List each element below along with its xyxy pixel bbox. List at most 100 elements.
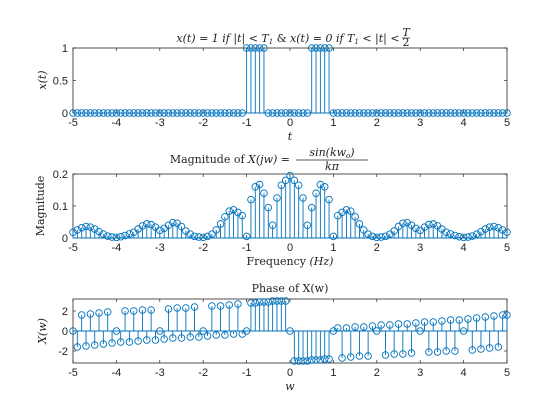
p3-stem-marker <box>468 346 477 354</box>
p2-stem-marker <box>255 180 264 189</box>
p2-stem-marker <box>138 222 147 230</box>
p2-stem-marker <box>351 213 359 221</box>
p1-xtick-label: -2 <box>198 117 208 129</box>
panel1-ylabel: x(t) <box>36 70 49 89</box>
panel1-xticks: -5 -4 -3 -2 -1 0 1 2 3 4 5 <box>68 48 510 129</box>
p2-xtick-label: 2 <box>374 242 380 254</box>
panel1-stems <box>69 44 511 117</box>
p2-stem-marker <box>477 227 485 236</box>
p3-stem-marker <box>351 323 359 331</box>
p2-stem-marker <box>277 181 286 189</box>
panel1-title: x(t) = 1 if |t| < T1 & x(t) = 0 if T1 < … <box>176 32 399 46</box>
p2-stem-marker <box>290 176 299 185</box>
p1-xtick-label: 2 <box>374 117 380 129</box>
p2-stem-marker <box>312 189 320 197</box>
p3-stem-marker <box>169 334 177 342</box>
panel1-title-frac-num: T <box>402 26 411 39</box>
p2-xtick-label: -4 <box>112 242 122 254</box>
p3-xtick-label: -2 <box>198 367 208 379</box>
p2-stem-marker <box>403 218 411 227</box>
p2-stem-marker <box>381 232 390 241</box>
p2-stem-marker <box>455 232 464 241</box>
p2-stem-marker <box>121 231 129 240</box>
p3-xtick-label: 3 <box>417 367 423 379</box>
p2-xtick-label: 4 <box>461 242 467 254</box>
p2-stem-marker <box>116 232 125 241</box>
p2-stem-marker <box>451 231 459 240</box>
p3-stem-marker <box>303 357 312 365</box>
p3-xtick-label: 0 <box>287 367 293 379</box>
panel1-yticks: 00.51 <box>53 43 507 120</box>
p3-stem-marker <box>195 333 203 341</box>
p3-stem-marker <box>225 301 233 309</box>
p3-stem-marker <box>451 347 459 355</box>
p3-stem-marker <box>294 357 303 365</box>
p3-stem-marker <box>134 337 142 345</box>
p1-ytick-label: 0 <box>62 108 68 120</box>
p3-xtick-label: 1 <box>330 367 336 379</box>
p2-stem-marker <box>320 183 329 191</box>
panel2-title: Magnitude of X(jw) = <box>170 153 290 166</box>
p2-stem-marker <box>390 227 398 235</box>
p2-stem-marker <box>464 233 472 241</box>
p3-stem-marker <box>268 297 277 305</box>
p2-stem-marker <box>399 219 407 228</box>
p3-stem-marker <box>464 315 472 323</box>
p1-stem-marker <box>316 44 325 52</box>
p3-stem-marker <box>386 321 394 329</box>
p2-stem-marker <box>190 232 199 241</box>
p2-stem-marker <box>360 226 368 234</box>
panel3-xlabel: w <box>285 380 295 393</box>
p1-xtick-label: -5 <box>68 117 78 129</box>
p1-xtick-label: 1 <box>330 117 336 129</box>
p3-xtick-label: 5 <box>504 367 510 379</box>
p3-stem-marker <box>273 297 281 305</box>
p2-stem-marker <box>307 203 316 212</box>
p1-xtick-label: -4 <box>112 117 122 129</box>
p3-stem-marker <box>143 336 151 344</box>
p2-stem-marker <box>164 221 173 229</box>
p2-stem-marker <box>156 226 164 235</box>
p1-xtick-label: -3 <box>155 117 165 129</box>
p3-stem-marker <box>164 305 173 313</box>
p2-stem-marker <box>273 194 281 202</box>
p2-xtick-label: -5 <box>68 242 78 254</box>
p2-stem-marker <box>208 230 216 238</box>
p2-stem-marker <box>425 220 433 229</box>
p3-stem-marker <box>320 355 329 363</box>
p2-stem-marker <box>355 220 364 228</box>
p1-stem-marker <box>312 44 320 52</box>
p2-stem-marker <box>216 220 225 228</box>
p3-stem-marker <box>130 307 138 315</box>
p2-stem-marker <box>69 228 77 236</box>
p1-stem-marker <box>242 44 251 52</box>
panel2-yticks: 0 0.1 0.2 <box>53 169 507 245</box>
p3-stem-marker <box>208 302 216 310</box>
p3-stem-marker <box>433 348 442 356</box>
p2-stem-marker <box>338 208 346 217</box>
p3-stem-marker <box>186 333 194 341</box>
p3-stem-marker <box>494 343 503 351</box>
p2-stem-marker <box>429 220 437 228</box>
panel3-title: Phase of X(w) <box>252 282 329 295</box>
p2-stem-marker <box>442 228 450 236</box>
p3-stem-marker <box>216 302 225 310</box>
p3-stem-marker <box>82 342 90 350</box>
p2-stem-marker <box>377 233 385 241</box>
p3-stem-marker <box>403 320 411 328</box>
p2-stem-marker <box>459 233 468 242</box>
panel-phase: Phase of X(w) -5 -4 -3 -2 -1 0 1 2 3 4 5 -2 0 2 w X(… <box>36 282 511 393</box>
p2-stem-marker <box>303 221 312 229</box>
p3-stem-marker <box>429 318 437 326</box>
p2-stem-marker <box>242 232 251 241</box>
p3-stem-marker <box>116 338 125 346</box>
p2-stem-marker <box>221 213 229 221</box>
panel-magnitude: Magnitude of X(jw) = sin(kwo) kπ -5 -4 -3-… <box>34 146 511 268</box>
p3-stem-marker <box>381 351 390 359</box>
p2-stem-marker <box>485 223 494 231</box>
p2-ytick-label: 0.2 <box>53 169 68 181</box>
panel1-title-frac-den: 2 <box>403 36 410 49</box>
p3-stem-marker <box>86 310 95 318</box>
p2-stem-marker <box>195 233 203 241</box>
